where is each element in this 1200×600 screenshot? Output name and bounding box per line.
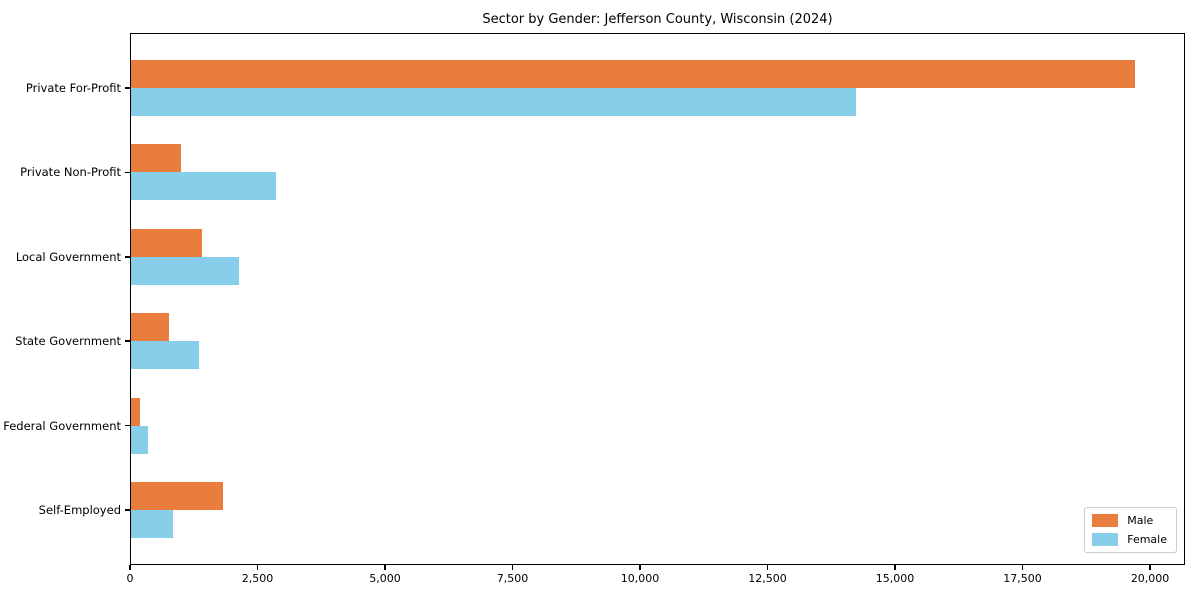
y-tick <box>125 340 130 342</box>
bar-female-federal-government <box>130 425 149 454</box>
y-category-label: Private Non-Profit <box>20 165 121 180</box>
bar-female-state-government <box>130 341 200 370</box>
x-tick-label: 2,500 <box>241 572 274 585</box>
x-tick <box>511 565 514 570</box>
x-tick-label: 20,000 <box>1130 572 1170 585</box>
bar-female-self-employed <box>130 510 173 539</box>
bar-male-federal-government <box>130 397 141 426</box>
bar-female-local-government <box>130 256 239 285</box>
x-tick <box>894 565 896 570</box>
x-tick <box>766 565 769 570</box>
x-tick-label: 17,500 <box>1003 572 1042 585</box>
bar-male-private-for-profit <box>130 59 1135 88</box>
x-tick-label: 7,500 <box>496 572 529 585</box>
legend-item-female: Female <box>1092 533 1167 546</box>
x-tick <box>1021 565 1024 570</box>
plot-area: Male Female <box>130 33 1185 565</box>
x-tick <box>1149 565 1151 570</box>
legend-swatch-male <box>1092 514 1119 527</box>
y-category-label: Federal Government <box>3 418 121 433</box>
bar-male-private-non-profit <box>130 144 181 173</box>
y-tick <box>125 509 130 511</box>
x-tick-label: 15,000 <box>875 572 915 585</box>
y-category-label: Local Government <box>15 249 121 264</box>
x-tick-label: 5,000 <box>369 572 401 585</box>
x-tick <box>256 565 259 570</box>
bar-male-self-employed <box>130 482 223 511</box>
y-tick <box>125 171 130 174</box>
y-tick <box>125 424 130 427</box>
y-category-label: Self-Employed <box>38 503 121 518</box>
legend-swatch-female <box>1092 533 1119 546</box>
y-category-label: State Government <box>15 334 121 349</box>
x-tick <box>129 565 131 570</box>
x-tick <box>384 565 386 570</box>
legend-label-female: Female <box>1127 533 1167 546</box>
bar-female-private-non-profit <box>130 172 276 201</box>
bar-male-local-government <box>130 228 203 257</box>
y-tick <box>125 256 130 258</box>
legend: Male Female <box>1084 507 1177 553</box>
x-tick-label: 12,500 <box>748 572 787 585</box>
chart-title: Sector by Gender: Jefferson County, Wisc… <box>482 12 833 27</box>
y-category-label: Private For-Profit <box>25 80 121 95</box>
x-tick-label: 10,000 <box>620 572 660 585</box>
bar-male-state-government <box>130 313 169 342</box>
legend-item-male: Male <box>1092 514 1167 527</box>
legend-label-male: Male <box>1127 514 1154 527</box>
x-tick <box>639 565 641 570</box>
x-tick-label: 0 <box>126 572 134 585</box>
bar-female-private-for-profit <box>130 87 856 116</box>
y-tick <box>125 87 130 89</box>
